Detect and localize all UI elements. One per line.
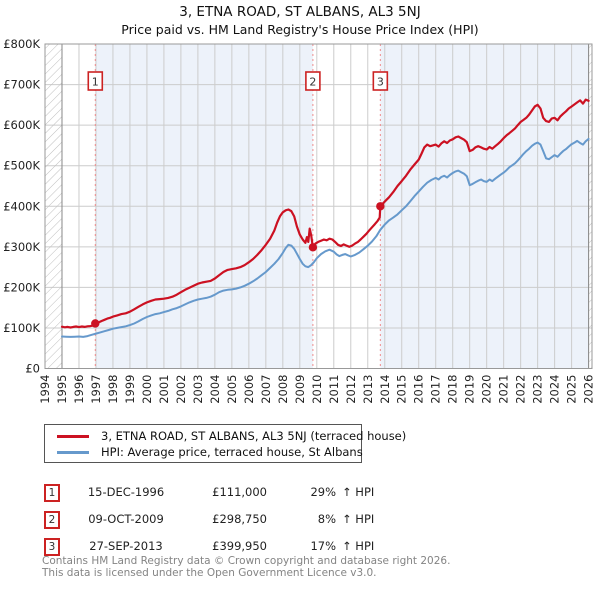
x-tick-label: 2023 [531,375,545,404]
x-tick-label: 1995 [55,375,69,404]
x-tick-label: 2015 [395,375,409,404]
sale-1-marker-badge: 1 [44,484,60,502]
page-title: 3, ETNA ROAD, ST ALBANS, AL3 5NJ [179,4,421,20]
license-footer: Contains HM Land Registry data © Crown c… [42,555,598,579]
sale-2-hpi-direction: ↑ HPI [342,512,375,526]
x-tick-label: 2006 [242,375,256,404]
sale-marker-number: 3 [377,76,384,89]
property-line-swatch [57,435,89,438]
sale-marker-number: 1 [92,76,99,89]
no-data-hatch-band [45,44,62,369]
x-tick-label: 1999 [123,375,137,404]
x-tick-label: 2002 [174,375,188,404]
sale-row-3: 3 27-SEP-2013 £399,950 17% ↑ HPI [0,538,600,556]
up-arrow-icon: ↑ [342,539,352,553]
sale-2-hpi-delta: 8% [317,512,336,526]
y-tick-label: £500K [3,159,40,173]
sale-2-marker-badge: 2 [44,511,60,529]
y-tick-label: £600K [3,118,40,132]
price-history-chart: 1 2 3 £0 £100K £200K £300K £400K £500K £600K £700K… [3,37,595,404]
sale-row-1: 1 15-DEC-1996 £111,000 29% ↑ HPI [0,484,600,502]
hpi-line-swatch [57,451,89,454]
sale-1-date: 15-DEC-1996 [87,485,165,499]
sale-point-dot [91,319,100,328]
chart-legend: 3, ETNA ROAD, ST ALBANS, AL3 5NJ (terrac… [44,424,406,463]
y-tick-label: £400K [3,199,40,213]
legend-item-property: 3, ETNA ROAD, ST ALBANS, AL3 5NJ (terrac… [45,428,406,444]
x-tick-label: 2022 [514,375,528,404]
x-tick-label: 2009 [293,375,307,404]
x-tick-label: 1996 [72,375,86,404]
x-tick-label: 1997 [89,375,103,404]
property-price-line [60,98,590,329]
plot-area: 1 2 3 £0 £100K £200K £300K £400K £500K £600K £700K… [3,37,595,404]
x-tick-label: 2012 [344,375,358,404]
sale-point-dot [308,243,318,252]
y-tick-label: £300K [3,240,40,254]
sale-3-hpi-delta: 17% [310,539,336,553]
x-tick-label: 2003 [191,375,205,404]
legend-item-hpi: HPI: Average price, terraced house, St A… [45,444,363,460]
x-tick-label: 2020 [480,374,494,403]
sale-2-price: £298,750 [212,512,267,526]
hpi-line [61,137,590,338]
y-tick-label: £200K [3,280,40,294]
x-tick-label: 2017 [429,375,443,404]
x-tick-label: 2001 [157,375,171,404]
sale-point-dot [376,202,385,211]
x-tick-label: 2024 [548,375,562,404]
x-tick-label: 2014 [378,375,392,404]
sale-1-hpi-delta: 29% [310,485,336,499]
up-arrow-icon: ↑ [342,512,352,526]
x-tick-label: 2018 [446,375,460,404]
sale-3-date: 27-SEP-2013 [89,539,163,553]
x-tick-label: 2005 [225,375,239,404]
x-tick-label: 2026 [582,375,596,404]
sale-1-price: £111,000 [212,485,267,499]
sale-row-2: 2 09-OCT-2009 £298,750 8% ↑ HPI [0,511,600,529]
page-subtitle: Price paid vs. HM Land Registry's House … [121,22,479,37]
y-tick-label: £0 [25,362,40,376]
x-tick-label: 2008 [276,375,290,404]
x-tick-label: 2011 [327,375,341,404]
sale-marker-flag [305,71,321,91]
x-tick-label: 2019 [463,375,477,404]
x-tick-label: 2010 [310,375,324,404]
up-arrow-icon: ↑ [342,485,352,499]
x-tick-label: 2004 [208,375,222,404]
sale-2-date: 09-OCT-2009 [88,512,164,526]
x-tick-label: 1994 [38,375,52,404]
x-tick-label: 2007 [259,375,273,404]
x-tick-label: 1998 [106,375,120,404]
sale-1-hpi-direction: ↑ HPI [342,485,375,499]
sale-3-hpi-direction: ↑ HPI [342,539,375,553]
footer-line-2: This data is licensed under the Open Gov… [42,566,377,579]
x-tick-label: 2000 [140,375,154,404]
y-tick-label: £800K [3,37,40,51]
x-tick-label: 2013 [361,375,375,404]
sale-3-marker-badge: 3 [44,538,60,556]
x-tick-label: 2021 [497,374,511,403]
no-data-hatch-band [588,44,592,369]
x-tick-label: 2025 [565,375,579,404]
sale-marker-number: 2 [309,76,316,89]
sale-marker-flag [372,71,389,91]
sale-marker-flag [87,71,104,91]
y-tick-label: £700K [3,78,40,92]
sale-3-price: £399,950 [212,539,267,553]
footer-line-1: Contains HM Land Registry data © Crown c… [42,555,451,567]
y-tick-label: £100K [3,321,40,335]
x-tick-label: 2016 [412,375,426,404]
